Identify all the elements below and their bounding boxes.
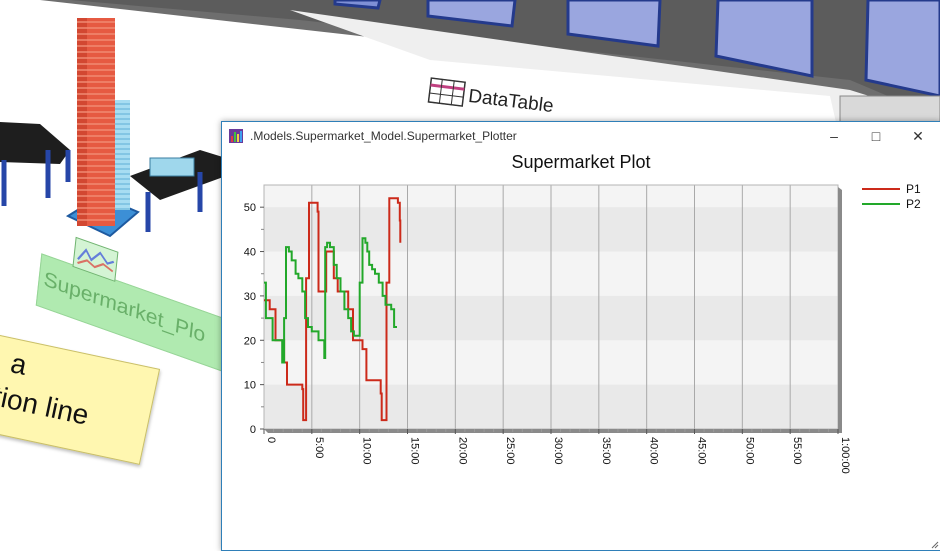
legend-swatch-p1 [862,188,900,190]
window-titlebar[interactable]: .Models.Supermarket_Model.Supermarket_Pl… [222,122,940,150]
x-tick-label: 5:00 [313,437,325,458]
x-tick-label: 40:00 [648,437,660,465]
x-tick-label: 35:00 [600,437,612,465]
chart-plot: 0 10 20 30 40 50 0 5:00 10:00 15:00 20:00 25:00 30:… [244,184,851,474]
building-window [566,0,662,48]
box-stack-red-side [77,18,87,226]
x-tick-label: 10:00 [361,437,373,465]
y-tick-label: 40 [244,247,256,259]
building-window [864,0,940,98]
y-tick-label: 30 [244,291,256,303]
y-axis: 0 10 20 30 40 50 [244,202,264,436]
close-button[interactable]: ✕ [898,122,938,150]
conveyor-left [0,122,70,164]
legend-swatch-p2 [862,203,900,205]
datatable-model-label[interactable]: DataTable [427,77,580,127]
series-layer [264,197,402,422]
datatable-icon [427,77,466,107]
building-window [426,0,517,28]
x-axis: 0 5:00 10:00 15:00 20:00 25:00 30:00 35:00 40:00… [263,429,851,474]
minimize-button[interactable]: – [814,122,854,150]
x-tick-label: 25:00 [504,437,516,465]
x-tick-label: 30:00 [552,437,564,465]
building-window [333,0,382,10]
y-tick-label: 20 [244,335,256,347]
series-line-p2 [264,237,397,364]
legend-item-p1: P1 [862,182,932,197]
x-tick-label: 50:00 [743,437,755,465]
maximize-icon: □ [871,128,881,144]
text-note-line-1: a [7,347,30,381]
x-tick-label: 1:00:00 [839,437,851,474]
chart-app-icon [229,129,243,143]
x-tick-label: 15:00 [409,437,421,465]
box-stack-small [149,157,195,177]
box-stack-red-stripes [77,21,115,221]
x-tick-label: 55:00 [791,437,803,465]
legend-item-p2: P2 [862,197,932,212]
minimize-icon: – [830,128,838,144]
resize-grip-icon[interactable] [931,541,939,549]
text-note-line-2: tion line [0,380,92,431]
y-tick-label: 50 [244,202,256,214]
x-tick-label: 45:00 [696,437,708,465]
close-icon: ✕ [912,127,924,144]
y-tick-label: 0 [250,424,256,436]
plotter-model-icon [72,236,119,282]
building-column [839,95,940,125]
window-title: .Models.Supermarket_Model.Supermarket_Pl… [250,129,517,143]
building-window [714,0,814,78]
chart-legend: P1 P2 [862,182,932,212]
datatable-label-text: DataTable [467,85,555,118]
plotter-window[interactable]: .Models.Supermarket_Model.Supermarket_Pl… [221,121,940,551]
legend-label-p2: P2 [906,197,921,211]
building-floor [290,10,940,150]
chart-title: Supermarket Plot [511,152,651,172]
legend-label-p1: P1 [906,182,921,196]
y-tick-label: 10 [244,380,256,392]
x-tick-label: 0 [265,437,277,443]
plotter-model-label[interactable]: Supermarket_Plo [35,236,243,377]
x-tick-label: 20:00 [456,437,468,465]
series-line-p1 [264,197,402,422]
maximize-button[interactable]: □ [856,122,896,150]
